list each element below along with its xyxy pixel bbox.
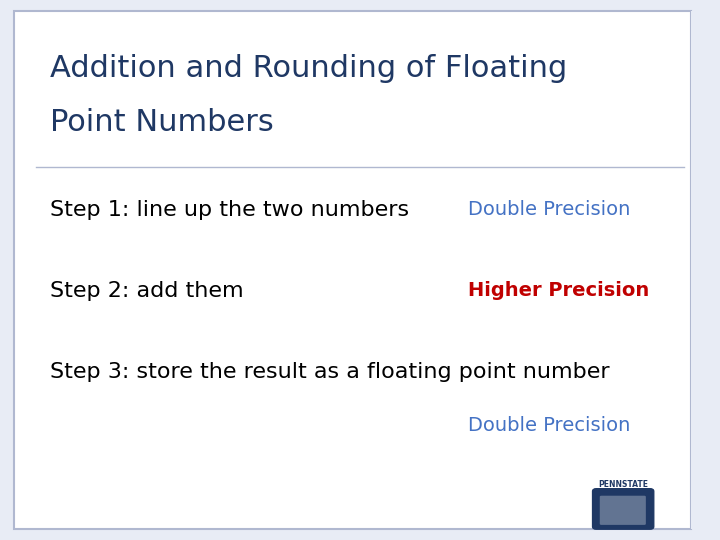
Text: Step 2: add them: Step 2: add them [50,281,244,301]
Text: Point Numbers: Point Numbers [50,108,274,137]
Text: Double Precision: Double Precision [468,416,631,435]
Text: Step 3: store the result as a floating point number: Step 3: store the result as a floating p… [50,362,610,382]
FancyBboxPatch shape [600,496,646,525]
Text: Addition and Rounding of Floating: Addition and Rounding of Floating [50,54,567,83]
Text: Higher Precision: Higher Precision [468,281,649,300]
Text: PENNSTATE: PENNSTATE [598,480,648,489]
Text: Step 1: line up the two numbers: Step 1: line up the two numbers [50,200,410,220]
Text: Double Precision: Double Precision [468,200,631,219]
FancyBboxPatch shape [593,489,654,529]
